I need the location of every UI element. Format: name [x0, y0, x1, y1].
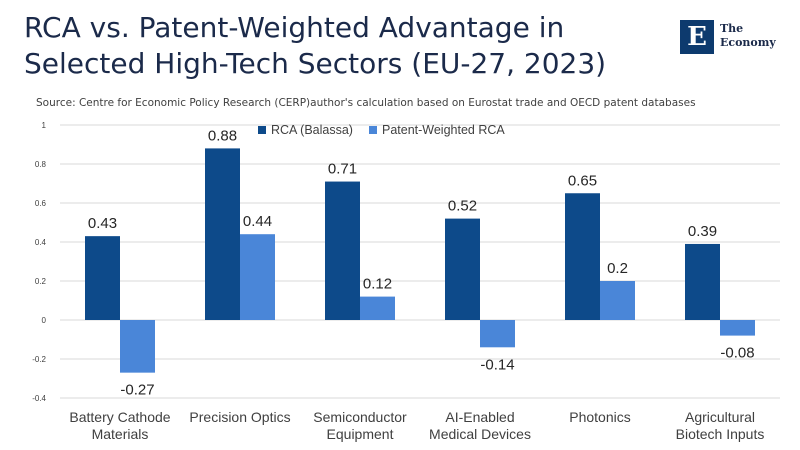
- x-category-label: Agricultural: [685, 409, 755, 425]
- bar-rca: [445, 218, 480, 320]
- data-label: 0.65: [568, 172, 597, 189]
- source-note: Source: Centre for Economic Policy Resea…: [36, 97, 696, 109]
- chart-title: RCA vs. Patent-Weighted Advantage in Sel…: [24, 11, 607, 80]
- bar-rca: [325, 181, 360, 320]
- y-tick-label: 1: [42, 121, 47, 130]
- data-label: 0.43: [88, 215, 117, 232]
- data-label: -0.27: [120, 382, 154, 399]
- bar-rca: [685, 243, 720, 320]
- bar-patent-rca: [240, 234, 275, 320]
- legend-swatch-rca: [258, 126, 266, 134]
- y-tick-label: 0.4: [35, 238, 47, 247]
- data-label: -0.14: [480, 356, 514, 373]
- bar-patent-rca: [600, 281, 635, 320]
- the-economy-logo: E The Economy: [680, 20, 780, 60]
- legend: RCA (Balassa) Patent-Weighted RCA: [258, 123, 505, 137]
- logo-text: The Economy: [720, 22, 776, 49]
- legend-label-rca: RCA (Balassa): [271, 123, 353, 137]
- data-label: 0.44: [243, 213, 272, 230]
- y-tick-label: 0.6: [35, 199, 47, 208]
- x-category-label: Precision Optics: [189, 409, 290, 425]
- data-label: 0.39: [688, 223, 717, 240]
- bar-patent-rca: [360, 296, 395, 320]
- legend-swatch-patent-rca: [368, 126, 377, 134]
- y-tick-label: 0.8: [35, 160, 47, 169]
- x-category-label: AI-Enabled: [445, 409, 514, 425]
- bar-patent-rca: [120, 320, 155, 373]
- x-category-label: Materials: [92, 426, 149, 442]
- logo-mark: [680, 20, 714, 54]
- y-tick-label: -0.4: [32, 394, 46, 403]
- data-label: 0.12: [363, 276, 392, 293]
- y-tick-label: 0: [42, 316, 47, 325]
- bar-rca: [565, 193, 600, 320]
- bar-patent-rca: [480, 320, 515, 348]
- x-category-label: Medical Devices: [429, 426, 531, 442]
- data-label: 0.2: [607, 260, 628, 277]
- data-label: 0.71: [328, 161, 357, 178]
- bar-patent-rca: [720, 320, 755, 336]
- bar-rca: [85, 236, 120, 320]
- legend-label-patent-rca: Patent-Weighted RCA: [381, 123, 505, 137]
- x-category-label: Equipment: [327, 426, 394, 442]
- logo-e-glyph: E: [687, 22, 707, 52]
- y-tick-label: -0.2: [32, 355, 46, 364]
- x-category-label: Battery Cathode: [69, 409, 170, 425]
- data-label: -0.08: [720, 345, 754, 362]
- x-category-label: Biotech Inputs: [676, 426, 765, 442]
- data-label: 0.52: [448, 198, 477, 215]
- legend-item-patent-rca: Patent-Weighted RCA: [368, 123, 505, 137]
- bar-rca: [205, 148, 240, 320]
- legend-item-rca: RCA (Balassa): [258, 123, 353, 137]
- x-category-label: Photonics: [569, 409, 630, 425]
- data-label: 0.88: [208, 127, 237, 144]
- x-category-label: Semiconductor: [313, 409, 407, 425]
- y-tick-label: 0.2: [35, 277, 47, 286]
